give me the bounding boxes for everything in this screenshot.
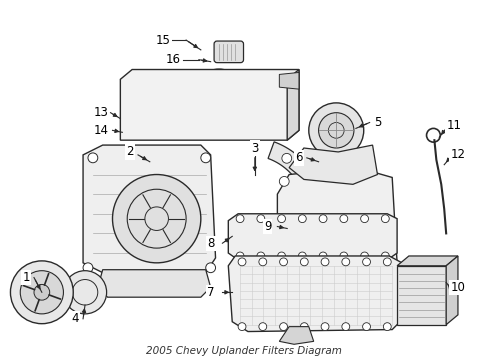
Circle shape	[298, 252, 305, 260]
Text: 5: 5	[373, 116, 380, 129]
Circle shape	[20, 271, 63, 314]
Polygon shape	[98, 270, 210, 297]
Circle shape	[381, 252, 388, 260]
Circle shape	[304, 238, 314, 247]
Circle shape	[238, 323, 245, 330]
Polygon shape	[445, 256, 457, 325]
Circle shape	[384, 263, 393, 273]
Polygon shape	[267, 142, 324, 286]
Circle shape	[304, 180, 314, 190]
Polygon shape	[228, 256, 404, 332]
FancyBboxPatch shape	[358, 196, 386, 256]
Circle shape	[277, 252, 285, 260]
Circle shape	[256, 215, 264, 222]
Circle shape	[277, 215, 285, 222]
Circle shape	[258, 258, 266, 266]
Circle shape	[362, 323, 370, 330]
FancyBboxPatch shape	[124, 77, 283, 132]
Circle shape	[321, 258, 328, 266]
Circle shape	[205, 263, 215, 273]
Circle shape	[300, 323, 307, 330]
Circle shape	[308, 103, 363, 158]
Polygon shape	[396, 256, 457, 266]
Circle shape	[201, 153, 210, 163]
Circle shape	[319, 252, 326, 260]
Circle shape	[341, 323, 349, 330]
Text: 4: 4	[71, 312, 79, 325]
Text: 10: 10	[449, 281, 465, 294]
Circle shape	[339, 252, 347, 260]
Circle shape	[360, 252, 368, 260]
Polygon shape	[279, 327, 313, 344]
Circle shape	[383, 258, 390, 266]
Circle shape	[279, 176, 288, 186]
Circle shape	[281, 153, 291, 163]
Ellipse shape	[229, 95, 256, 113]
Circle shape	[362, 258, 370, 266]
Text: 16: 16	[165, 53, 181, 66]
Text: 2005 Chevy Uplander Filters Diagram: 2005 Chevy Uplander Filters Diagram	[146, 346, 341, 356]
Circle shape	[238, 258, 245, 266]
Text: 1: 1	[22, 271, 30, 284]
Circle shape	[318, 113, 353, 148]
FancyBboxPatch shape	[295, 196, 323, 256]
Polygon shape	[228, 214, 396, 260]
Circle shape	[281, 264, 291, 274]
Polygon shape	[120, 69, 298, 140]
Polygon shape	[286, 69, 298, 140]
FancyBboxPatch shape	[327, 196, 354, 256]
Circle shape	[381, 215, 388, 222]
Text: 11: 11	[446, 119, 461, 132]
Circle shape	[236, 252, 244, 260]
Text: 15: 15	[156, 33, 171, 46]
Circle shape	[258, 323, 266, 330]
Circle shape	[10, 261, 73, 324]
Polygon shape	[288, 145, 377, 184]
Circle shape	[112, 175, 201, 263]
Circle shape	[279, 258, 287, 266]
Polygon shape	[279, 72, 298, 89]
Ellipse shape	[180, 95, 207, 113]
Text: 3: 3	[251, 141, 258, 154]
FancyBboxPatch shape	[214, 41, 243, 63]
Text: 14: 14	[93, 124, 108, 137]
Circle shape	[34, 284, 50, 300]
Circle shape	[83, 263, 93, 273]
Polygon shape	[396, 266, 445, 325]
Circle shape	[341, 258, 349, 266]
Circle shape	[236, 215, 244, 222]
Text: 9: 9	[263, 220, 271, 233]
Text: 8: 8	[206, 237, 214, 250]
Text: 12: 12	[449, 148, 465, 161]
Circle shape	[383, 323, 390, 330]
Circle shape	[298, 215, 305, 222]
Ellipse shape	[131, 95, 158, 113]
Circle shape	[63, 271, 106, 314]
Circle shape	[362, 167, 372, 176]
Circle shape	[319, 215, 326, 222]
Circle shape	[88, 153, 98, 163]
Circle shape	[321, 323, 328, 330]
Text: 2: 2	[126, 145, 134, 158]
Circle shape	[339, 215, 347, 222]
Text: 13: 13	[93, 106, 108, 119]
Circle shape	[256, 252, 264, 260]
Polygon shape	[83, 145, 215, 283]
Circle shape	[300, 258, 307, 266]
Polygon shape	[277, 168, 396, 278]
Text: 7: 7	[206, 286, 214, 299]
Circle shape	[310, 209, 320, 219]
Circle shape	[360, 215, 368, 222]
Circle shape	[279, 323, 287, 330]
Circle shape	[276, 263, 285, 273]
Text: 6: 6	[295, 151, 302, 164]
